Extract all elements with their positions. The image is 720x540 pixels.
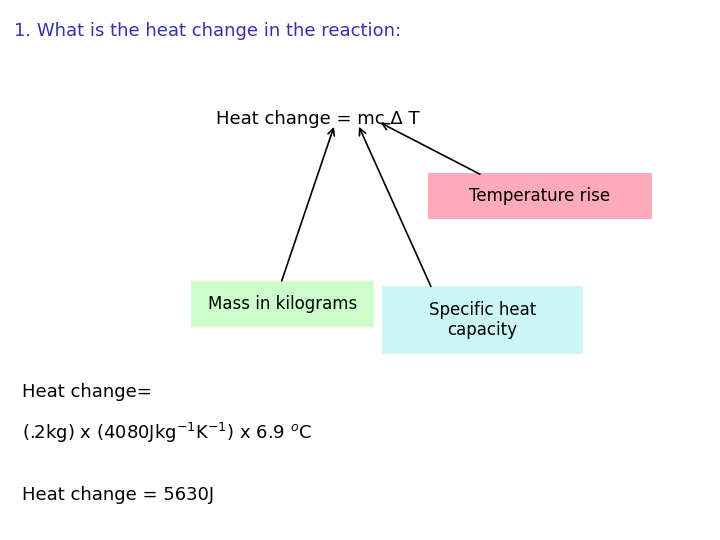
Text: Specific heat
capacity: Specific heat capacity [429,301,536,339]
Text: Heat change = mc Δ T: Heat change = mc Δ T [216,110,420,128]
Text: (.2kg) x (4080Jkg$^{-1}$K$^{-1}$) x 6.9 $^{o}$C: (.2kg) x (4080Jkg$^{-1}$K$^{-1}$) x 6.9 … [22,421,312,445]
Text: Temperature rise: Temperature rise [469,187,611,205]
Text: 1. What is the heat change in the reaction:: 1. What is the heat change in the reacti… [14,22,402,39]
FancyBboxPatch shape [191,281,374,327]
Text: Mass in kilograms: Mass in kilograms [208,295,357,313]
FancyBboxPatch shape [428,173,652,219]
Text: Heat change = 5630J: Heat change = 5630J [22,486,214,504]
Text: Heat change=: Heat change= [22,383,151,401]
FancyBboxPatch shape [382,286,583,354]
